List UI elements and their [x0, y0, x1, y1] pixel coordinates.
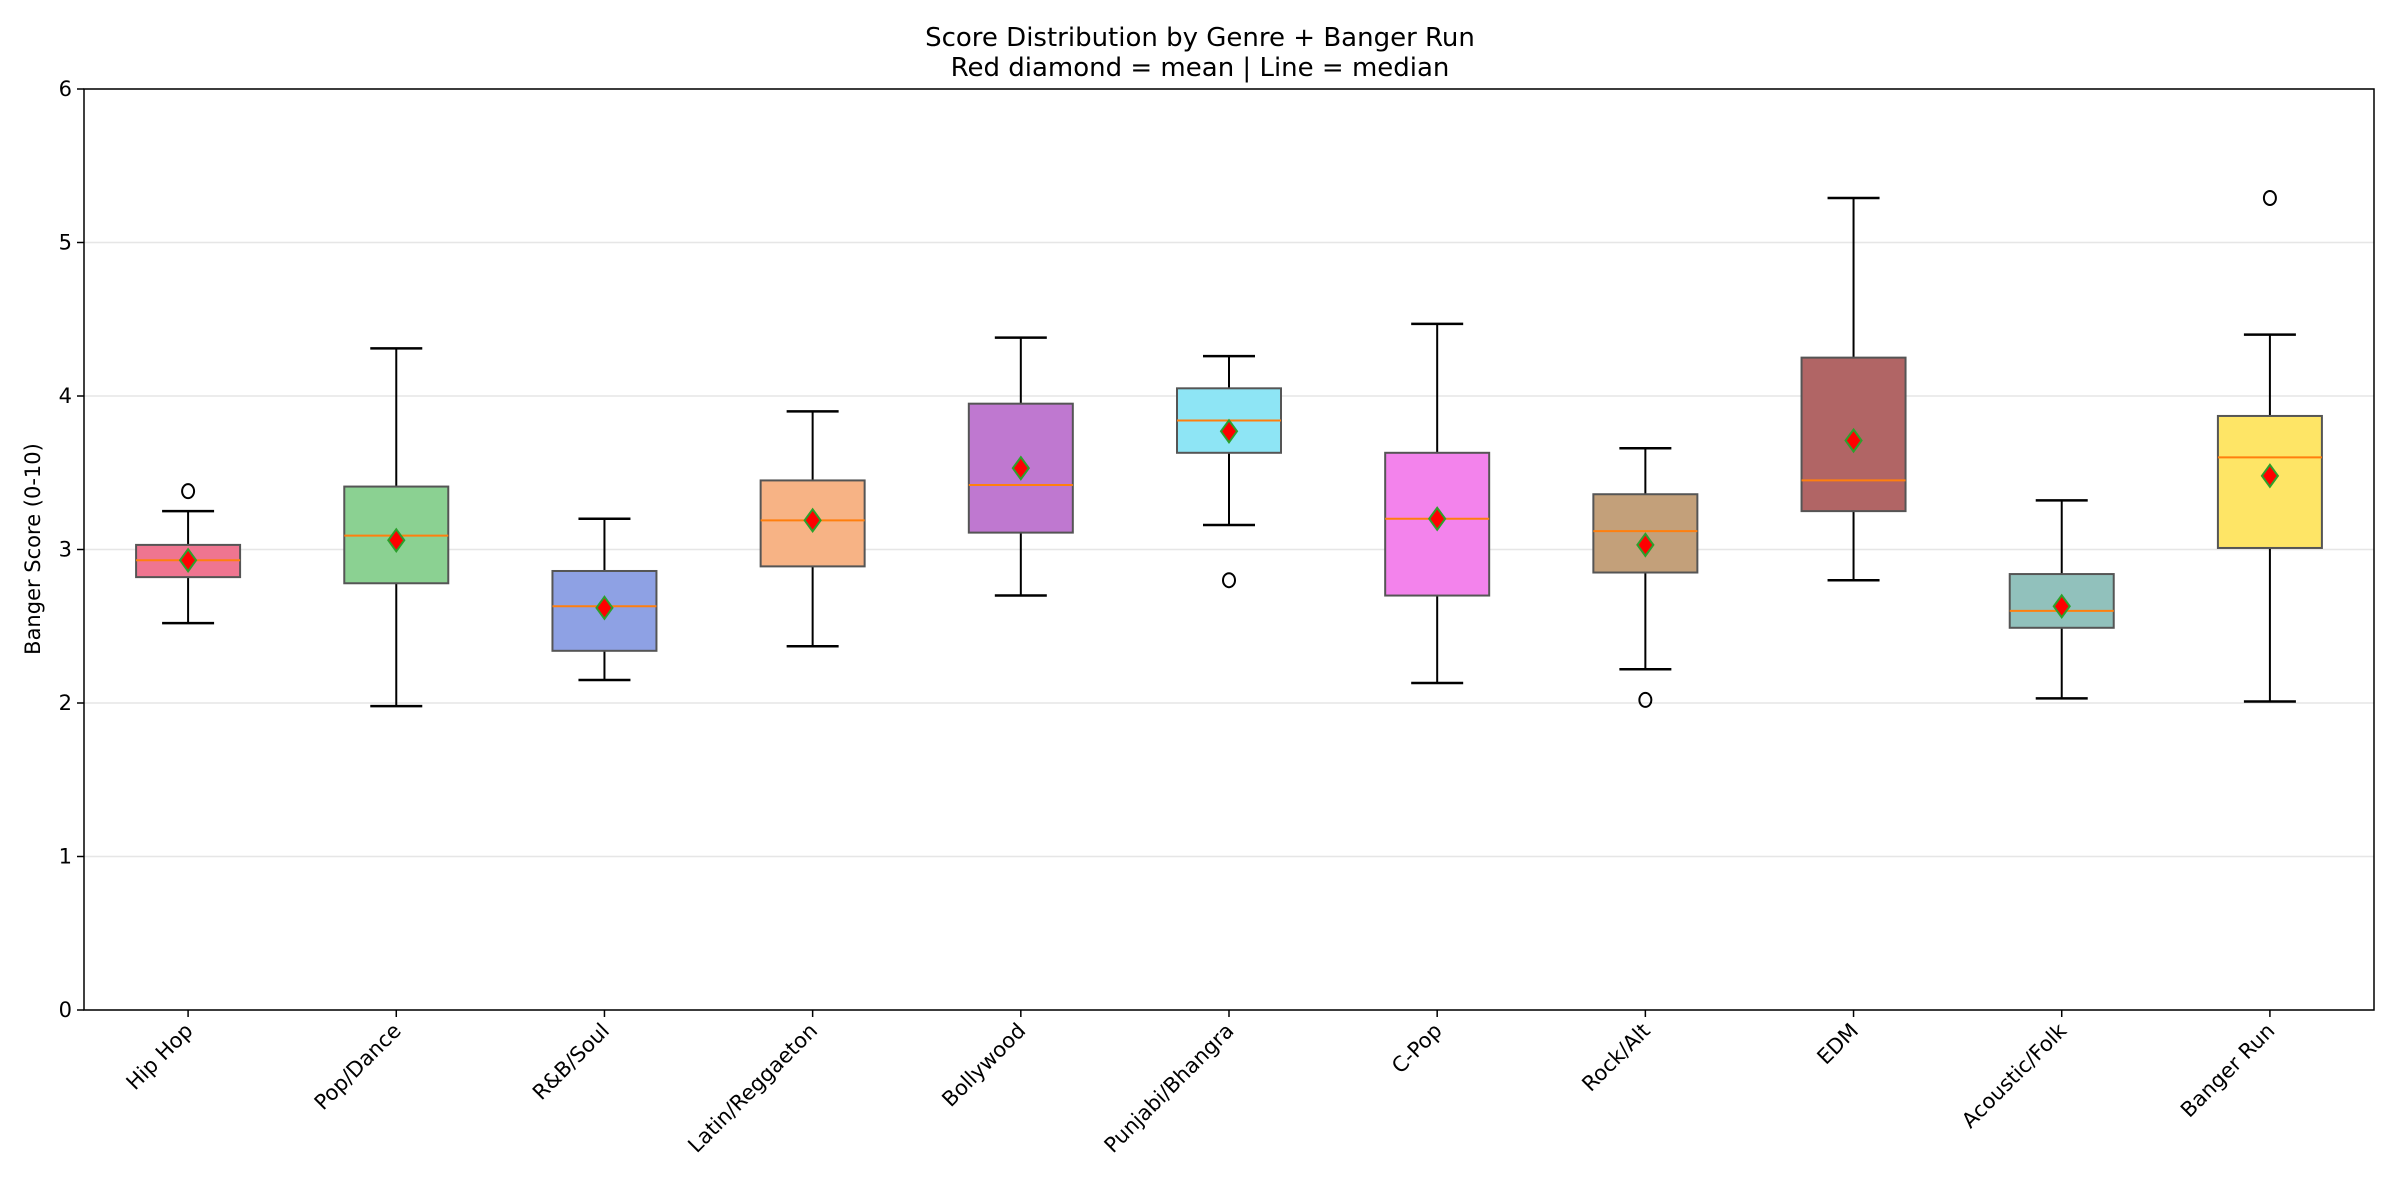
- y-tick-label: 5: [59, 231, 72, 255]
- mean-marker: [2260, 463, 2280, 489]
- x-tick-label: Hip Hop: [122, 1019, 198, 1095]
- outlier-point: [1222, 572, 1236, 589]
- box-rock-alt: [1592, 446, 1699, 708]
- mean-marker: [2052, 593, 2071, 619]
- box-c-pop: [1384, 322, 1491, 685]
- mean-marker: [178, 547, 198, 573]
- box-acoustic-folk: [2008, 499, 2115, 700]
- mean-marker: [1427, 506, 1447, 532]
- x-tick-label: Punjabi/Bhangra: [1100, 1019, 1239, 1158]
- chart-title: Score Distribution by Genre + Banger Run: [925, 23, 1475, 53]
- x-tick-label: Pop/Dance: [310, 1019, 406, 1115]
- y-tick-label: 4: [59, 384, 72, 408]
- outlier-point: [1638, 691, 1653, 708]
- box-banger-run: [2216, 189, 2323, 703]
- mean-marker: [1636, 532, 1655, 558]
- y-tick-label: 0: [59, 998, 72, 1022]
- mean-marker: [1011, 455, 1031, 481]
- y-tick-label: 3: [59, 538, 72, 562]
- x-tick-label: Bollywood: [937, 1019, 1030, 1112]
- mean-marker: [387, 527, 406, 553]
- y-tick-label: 1: [59, 845, 72, 869]
- box-pop-dance: [343, 347, 450, 708]
- x-tick-label: R&B/Soul: [528, 1019, 614, 1105]
- y-tick-label: 2: [59, 691, 72, 715]
- x-tick-label: C-Pop: [1387, 1019, 1447, 1079]
- mean-marker: [1844, 427, 1863, 454]
- box-latin-reggaeton: [759, 410, 866, 648]
- mean-marker: [1219, 418, 1239, 445]
- y-axis-label: Banger Score (0-10): [21, 443, 45, 655]
- x-tick-label: EDM: [1812, 1019, 1863, 1070]
- box-hip-hop: [135, 483, 242, 625]
- y-tick-label: 6: [59, 77, 72, 101]
- iqr-box: [1800, 356, 1907, 513]
- mean-marker: [803, 507, 822, 534]
- mean-marker: [595, 595, 614, 621]
- x-tick-label: Latin/Reggaeton: [683, 1019, 822, 1158]
- box-edm: [1800, 196, 1907, 582]
- box-bollywood: [967, 336, 1074, 597]
- x-tick-label: Acoustic/Folk: [1957, 1018, 2072, 1133]
- x-tick-label: Banger Run: [2176, 1019, 2280, 1123]
- box-punjabi-bhangra: [1176, 354, 1282, 589]
- outlier-point: [181, 483, 196, 500]
- box-r-b-soul: [551, 517, 658, 682]
- chart-subtitle: Red diamond = mean | Line = median: [951, 53, 1450, 83]
- x-tick-label: Rock/Alt: [1577, 1019, 1655, 1097]
- outlier-point: [2262, 189, 2277, 206]
